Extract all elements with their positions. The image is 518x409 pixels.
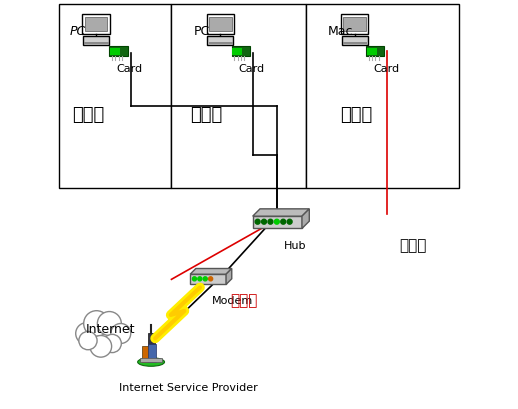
Bar	[83, 37, 109, 45]
Bar	[85, 18, 107, 32]
Text: Modem: Modem	[212, 295, 253, 305]
Circle shape	[281, 220, 286, 225]
Circle shape	[209, 277, 213, 281]
Bar	[342, 37, 368, 45]
Polygon shape	[226, 269, 232, 285]
Bar	[253, 217, 302, 229]
Text: Internet: Internet	[86, 322, 135, 335]
Circle shape	[90, 336, 111, 357]
Text: Card: Card	[239, 63, 265, 73]
Text: Card: Card	[117, 63, 142, 73]
Polygon shape	[302, 209, 309, 229]
Circle shape	[192, 277, 196, 281]
Text: 客户机: 客户机	[190, 106, 222, 124]
Circle shape	[198, 277, 202, 281]
Bar	[343, 18, 366, 32]
Ellipse shape	[138, 358, 165, 366]
Circle shape	[97, 312, 121, 336]
Bar	[367, 49, 377, 56]
Text: PC: PC	[69, 25, 86, 38]
Circle shape	[268, 220, 273, 225]
Bar	[82, 16, 110, 35]
Bar	[60, 5, 171, 188]
Bar	[148, 344, 156, 362]
Text: Card: Card	[373, 63, 399, 73]
Circle shape	[255, 220, 260, 225]
Circle shape	[76, 323, 97, 344]
Circle shape	[111, 324, 131, 344]
Text: 客户机: 客户机	[340, 106, 372, 124]
Circle shape	[79, 332, 97, 350]
Bar	[148, 333, 154, 362]
Bar	[306, 5, 458, 188]
Bar	[233, 49, 242, 56]
Text: 服务器: 服务器	[71, 106, 104, 124]
Bar	[207, 16, 234, 35]
Text: 交叉线: 交叉线	[231, 292, 258, 308]
Bar	[140, 358, 162, 362]
Circle shape	[84, 311, 109, 337]
Polygon shape	[190, 269, 232, 274]
Bar	[171, 5, 306, 188]
Text: Internet Service Provider: Internet Service Provider	[119, 382, 257, 392]
Text: 直连线: 直连线	[399, 238, 427, 253]
Bar	[110, 49, 120, 56]
Circle shape	[203, 277, 207, 281]
Bar	[109, 47, 127, 57]
Circle shape	[262, 220, 266, 225]
Text: Mac: Mac	[328, 25, 354, 38]
Text: Hub: Hub	[283, 240, 306, 250]
Bar	[190, 274, 226, 285]
Circle shape	[275, 220, 279, 225]
Bar	[142, 346, 155, 362]
Text: PC: PC	[194, 25, 210, 38]
Bar	[209, 18, 232, 32]
Polygon shape	[253, 209, 309, 217]
Circle shape	[103, 335, 121, 353]
Bar	[366, 47, 384, 57]
Bar	[341, 16, 368, 35]
Bar	[207, 37, 233, 45]
Bar	[232, 47, 250, 57]
Circle shape	[287, 220, 292, 225]
